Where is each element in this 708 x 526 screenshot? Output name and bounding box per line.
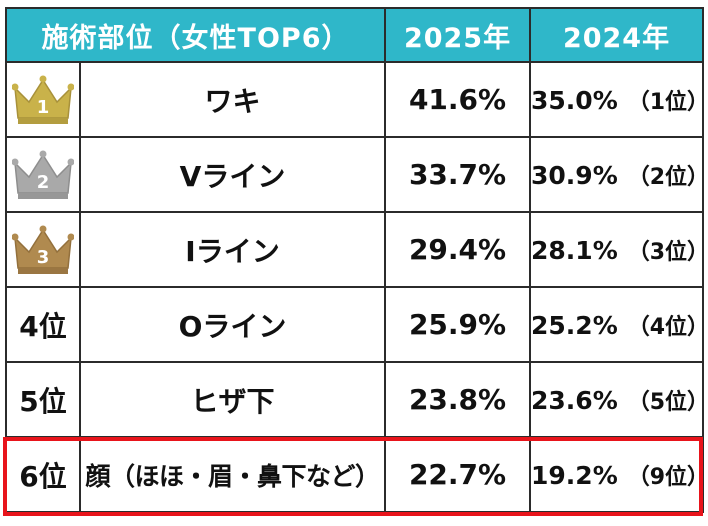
table-row: 3 Iライン 29.4% 28.1% （3位） (5, 211, 708, 288)
rank-cell: 2 (5, 136, 81, 213)
rank-label: 5位 (5, 361, 81, 438)
value-2025: 41.6% (384, 61, 532, 138)
value-2024-cell: 28.1% （3位） (529, 211, 708, 288)
prev-rank: （1位） (627, 89, 708, 115)
prev-rank: （5位） (627, 389, 708, 415)
value-2024-cell: 19.2% （9位） (529, 436, 708, 513)
rank-label: 4位 (5, 286, 81, 363)
value-2024-cell: 23.6% （5位） (529, 361, 708, 438)
part-name: Oライン (78, 286, 387, 363)
part-name: ヒザ下 (78, 361, 387, 438)
value-2025: 33.7% (384, 136, 532, 213)
table-header-row: 施術部位（女性TOP6） 2025年 2024年 (4, 7, 705, 63)
part-name: 顔（ほほ・眉・鼻下など） (78, 436, 387, 513)
prev-rank: （3位） (627, 239, 708, 265)
table-row: 5位 ヒザ下 23.8% 23.6% （5位） (5, 361, 708, 438)
silver-crown-icon: 2 (12, 150, 74, 199)
header-2024: 2024年 (529, 7, 705, 63)
value-2024: 23.6% (531, 385, 618, 415)
value-2024: 19.2% (531, 460, 618, 490)
value-2025: 23.8% (384, 361, 532, 438)
value-2024: 25.2% (531, 310, 618, 340)
header-part: 施術部位（女性TOP6） (4, 7, 387, 63)
value-2025: 25.9% (384, 286, 532, 363)
value-2024-cell: 30.9% （2位） (529, 136, 708, 213)
part-name: ワキ (78, 61, 387, 138)
value-2024: 30.9% (531, 160, 618, 190)
rank-label: 6位 (5, 436, 81, 513)
value-2024: 28.1% (531, 235, 618, 265)
header-2025: 2025年 (384, 7, 532, 63)
part-name: Iライン (78, 211, 387, 288)
rank-number: 2 (37, 172, 50, 193)
rank-number: 1 (37, 97, 50, 118)
prev-rank: （9位） (627, 464, 708, 490)
rank-cell: 3 (5, 211, 81, 288)
table-row-highlighted: 6位 顔（ほほ・眉・鼻下など） 22.7% 19.2% （9位） (5, 436, 708, 513)
value-2024-cell: 35.0% （1位） (529, 61, 708, 138)
prev-rank: （4位） (627, 314, 708, 340)
rank-number: 3 (37, 247, 50, 268)
part-name: Vライン (78, 136, 387, 213)
ranking-table: 施術部位（女性TOP6） 2025年 2024年 1 ワキ 41.6% 35.0… (4, 7, 708, 513)
gold-crown-icon: 1 (12, 75, 74, 124)
value-2024: 35.0% (531, 85, 618, 115)
table-row: 1 ワキ 41.6% 35.0% （1位） (5, 61, 708, 138)
rank-cell: 1 (5, 61, 81, 138)
bronze-crown-icon: 3 (12, 225, 74, 274)
table-row: 2 Vライン 33.7% 30.9% （2位） (5, 136, 708, 213)
value-2025: 22.7% (384, 436, 532, 513)
value-2024-cell: 25.2% （4位） (529, 286, 708, 363)
value-2025: 29.4% (384, 211, 532, 288)
table-row: 4位 Oライン 25.9% 25.2% （4位） (5, 286, 708, 363)
prev-rank: （2位） (627, 164, 708, 190)
